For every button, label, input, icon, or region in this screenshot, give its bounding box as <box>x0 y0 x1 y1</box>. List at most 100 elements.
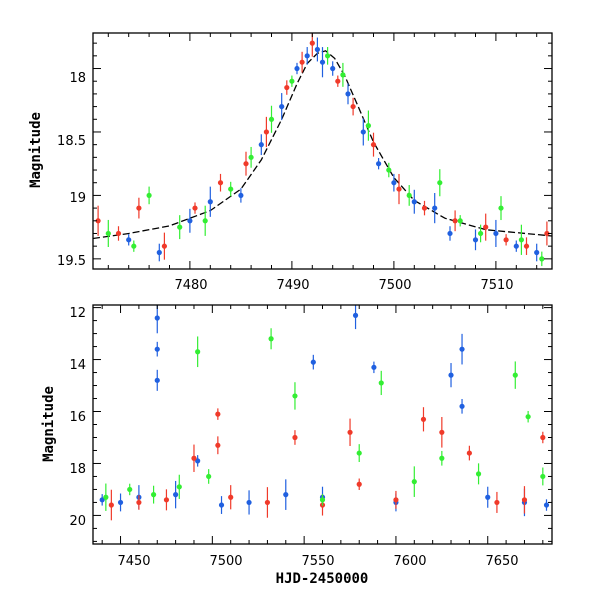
bottom-ytick-label: 14 <box>69 358 86 373</box>
data-point <box>264 499 271 506</box>
data-point <box>478 230 484 237</box>
top-ytick-label: 19.5 <box>57 254 86 269</box>
data-point <box>146 192 152 199</box>
data-point <box>127 486 133 493</box>
data-point <box>325 53 331 59</box>
data-point <box>117 499 124 506</box>
data-point <box>154 315 160 321</box>
data-point <box>173 492 179 498</box>
data-point <box>540 473 546 480</box>
data-point <box>513 243 519 249</box>
data-point <box>534 249 540 256</box>
data-point <box>376 161 382 167</box>
data-point <box>371 364 377 370</box>
data-point <box>523 243 530 249</box>
data-point <box>177 224 183 230</box>
data-point <box>191 455 197 461</box>
data-point <box>457 218 463 224</box>
data-point <box>370 142 377 148</box>
top-panel-frame <box>92 32 553 270</box>
data-point <box>258 142 264 148</box>
data-point <box>452 218 458 224</box>
data-point <box>494 499 500 506</box>
data-point <box>217 180 224 186</box>
top-ytick-label: 18 <box>69 71 86 86</box>
data-point <box>420 416 427 422</box>
data-point <box>345 91 351 97</box>
data-point <box>439 455 445 461</box>
bottom-xtick-label: 7650 <box>485 554 518 569</box>
data-point <box>352 312 359 318</box>
bottom-xtick-label: 7450 <box>117 554 150 569</box>
data-point <box>493 230 499 237</box>
data-point <box>439 429 445 435</box>
data-point <box>539 256 545 262</box>
data-point <box>279 103 285 110</box>
data-point <box>161 243 167 249</box>
data-point <box>411 199 417 205</box>
data-point <box>156 249 162 256</box>
data-point <box>292 434 298 441</box>
data-point <box>525 414 531 420</box>
data-point <box>466 450 472 456</box>
data-point <box>215 442 221 448</box>
top-xtick-label: 7500 <box>378 278 411 293</box>
data-point <box>378 380 384 386</box>
top-ytick-label: 19 <box>69 191 86 206</box>
top-plot-area <box>93 33 552 267</box>
data-point <box>299 59 305 65</box>
data-point <box>103 494 109 500</box>
data-point <box>335 78 341 84</box>
bottom-panel: 7450 7500 7550 7600 7650 12 14 16 18 20 … <box>41 304 553 587</box>
top-y-axis-title: Magnitude <box>28 112 44 188</box>
data-point <box>319 497 326 503</box>
data-point <box>246 499 252 506</box>
data-point <box>485 494 491 500</box>
model-curve <box>93 50 552 240</box>
data-point <box>498 205 504 211</box>
bottom-xtick-label: 7550 <box>301 554 334 569</box>
data-point <box>475 471 482 477</box>
data-point <box>207 199 213 205</box>
data-point <box>386 167 392 173</box>
data-point <box>154 377 160 383</box>
data-layer <box>93 33 552 267</box>
data-point <box>396 186 402 192</box>
data-point <box>202 218 208 224</box>
top-xtick-label: 7480 <box>174 278 207 293</box>
data-point <box>115 230 122 237</box>
top-panel: 7480 7490 7500 7510 18 18.5 19 19.5 Magn… <box>28 32 553 293</box>
data-point <box>459 403 465 409</box>
bottom-ytick-label: 12 <box>69 306 86 321</box>
data-point <box>238 192 244 199</box>
bottom-xtick-label: 7500 <box>209 554 242 569</box>
data-point <box>163 497 170 503</box>
bottom-xtick-label: 7600 <box>393 554 426 569</box>
data-point <box>448 372 454 378</box>
data-point <box>206 473 212 480</box>
data-point <box>108 502 114 508</box>
data-point <box>187 218 193 224</box>
data-point <box>347 429 353 435</box>
data-point <box>314 46 320 53</box>
data-point <box>292 393 298 399</box>
data-point <box>459 346 465 352</box>
data-point <box>421 205 428 211</box>
data-point <box>195 349 201 355</box>
data-point <box>228 494 234 500</box>
data-point <box>268 336 274 342</box>
data-point <box>310 359 316 365</box>
top-tick-marks <box>93 33 552 269</box>
data-point <box>472 237 479 243</box>
data-point <box>294 65 300 72</box>
data-point <box>356 450 362 456</box>
data-point <box>391 180 397 186</box>
data-point <box>131 243 137 249</box>
top-ytick-label: 18.5 <box>57 134 86 149</box>
data-point <box>350 103 356 110</box>
data-point <box>248 154 254 160</box>
bottom-x-axis-title: HJD-2450000 <box>276 571 369 587</box>
bottom-tick-marks <box>93 305 552 544</box>
data-point <box>154 346 160 352</box>
bottom-ytick-label: 16 <box>69 410 86 425</box>
